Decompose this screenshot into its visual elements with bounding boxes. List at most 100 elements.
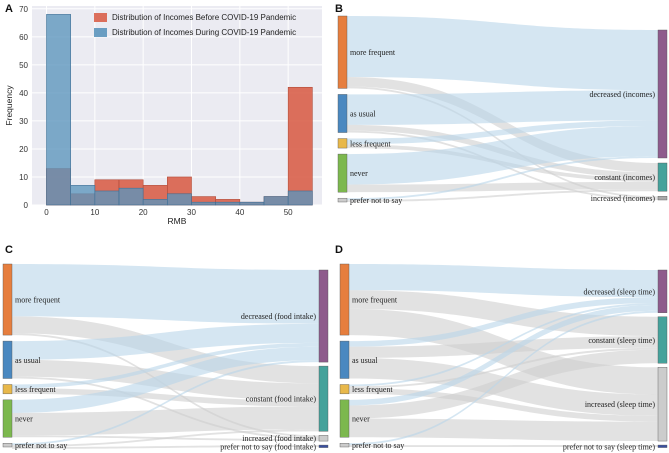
target-node	[657, 316, 668, 364]
source-label: more frequent	[350, 48, 396, 57]
sankey-link	[349, 304, 658, 406]
bar-during	[287, 190, 313, 206]
target-node	[657, 162, 668, 192]
sankey-link	[349, 264, 658, 298]
source-node	[337, 138, 348, 149]
panel-label-c: C	[5, 244, 13, 256]
target-node	[318, 444, 329, 448]
sankey-link	[347, 126, 658, 185]
source-node	[2, 443, 13, 448]
target-node	[657, 269, 668, 313]
legend-swatch	[94, 13, 107, 22]
sankey-link	[349, 388, 658, 422]
plot-background	[32, 6, 322, 205]
bar-during	[191, 201, 216, 206]
source-label: prefer not to say	[15, 441, 67, 450]
y-axis-label: Frequency	[4, 85, 14, 126]
sankey-link	[349, 445, 658, 447]
sankey-link	[12, 445, 319, 449]
bar-during	[142, 199, 168, 206]
sankey-link	[12, 388, 319, 407]
target-label: constant (food intake)	[246, 395, 317, 404]
target-label: constant (sleep time)	[588, 336, 655, 345]
bar-during	[70, 185, 96, 206]
bar-during	[94, 190, 120, 206]
source-node	[339, 399, 350, 438]
bar-during	[263, 196, 289, 206]
source-node	[337, 15, 348, 89]
sankey-link	[347, 76, 658, 173]
source-label: more frequent	[352, 296, 398, 305]
source-label: prefer not to say	[350, 196, 402, 205]
target-node	[318, 269, 329, 363]
sankey-link	[347, 90, 658, 125]
target-node	[657, 196, 668, 201]
source-node	[339, 384, 350, 395]
x-tick-label: 30	[187, 208, 196, 217]
source-node	[337, 197, 348, 203]
x-tick-label: 0	[44, 208, 49, 217]
sankey-link	[12, 264, 319, 324]
bar-during	[215, 201, 241, 206]
legend-swatch	[94, 28, 107, 37]
source-label: more frequent	[15, 296, 61, 305]
sankey-link	[12, 429, 319, 447]
source-node	[2, 399, 13, 438]
sankey-link	[349, 297, 658, 347]
sankey-link	[349, 418, 658, 442]
legend-entry: Distribution of Incomes During COVID-19 …	[112, 28, 296, 37]
y-tick-label: 40	[19, 89, 28, 98]
sankey-link	[347, 16, 658, 91]
sankey-panel-sleep-time: more frequent as usual less frequent never p…	[339, 263, 668, 451]
histogram-panel: 0 10 20 30 40 50 0 10 20 30 40 50 60 70 RMB Frequency Di…	[4, 5, 322, 226]
sankey-link	[12, 342, 319, 389]
source-label: as usual	[15, 356, 41, 365]
y-tick-label: 10	[19, 173, 28, 182]
panel-label-a: A	[5, 3, 13, 15]
sankey-link	[12, 376, 319, 440]
panel-label-b: B	[335, 3, 343, 15]
source-node	[337, 94, 348, 133]
x-tick-label: 50	[284, 208, 293, 217]
target-label: prefer not to say (food intake)	[220, 442, 316, 451]
source-label: never	[350, 169, 368, 178]
target-node	[318, 435, 329, 442]
bar-before	[287, 86, 313, 206]
source-node	[2, 340, 13, 379]
target-label: increased (sleep time)	[585, 400, 656, 409]
sankey-link	[12, 360, 319, 446]
source-node	[2, 263, 13, 336]
source-node	[339, 263, 350, 336]
target-label: constant (incomes)	[594, 173, 655, 182]
source-label: prefer not to say	[352, 441, 404, 450]
sankey-link	[349, 336, 658, 358]
source-label: never	[15, 415, 33, 424]
source-label: less frequent	[15, 385, 56, 394]
target-label: increased (incomes)	[591, 194, 656, 203]
x-tick-label: 40	[235, 208, 244, 217]
sankey-link	[347, 181, 658, 193]
bar-during	[167, 193, 192, 206]
x-tick-label: 10	[90, 208, 99, 217]
bar-during	[46, 14, 71, 206]
target-label: prefer not to say (sleep time)	[563, 442, 656, 451]
target-node	[657, 367, 668, 442]
source-node	[2, 384, 13, 395]
source-label: never	[352, 415, 370, 424]
y-tick-label: 0	[24, 201, 29, 210]
source-label: less frequent	[350, 139, 391, 148]
sankey-link	[347, 156, 658, 201]
sankey-link	[349, 347, 658, 389]
sankey-link	[349, 303, 658, 387]
bar-during	[118, 187, 144, 206]
source-label: less frequent	[352, 385, 393, 394]
sankey-panel-incomes: more frequent as usual less frequent never p…	[337, 15, 668, 205]
bar-during	[239, 201, 265, 206]
y-tick-label: 50	[19, 61, 28, 70]
source-node	[339, 340, 350, 379]
source-label: as usual	[352, 356, 378, 365]
y-tick-label: 20	[19, 145, 28, 154]
panel-label-d: D	[335, 244, 343, 256]
sankey-link	[349, 310, 658, 446]
